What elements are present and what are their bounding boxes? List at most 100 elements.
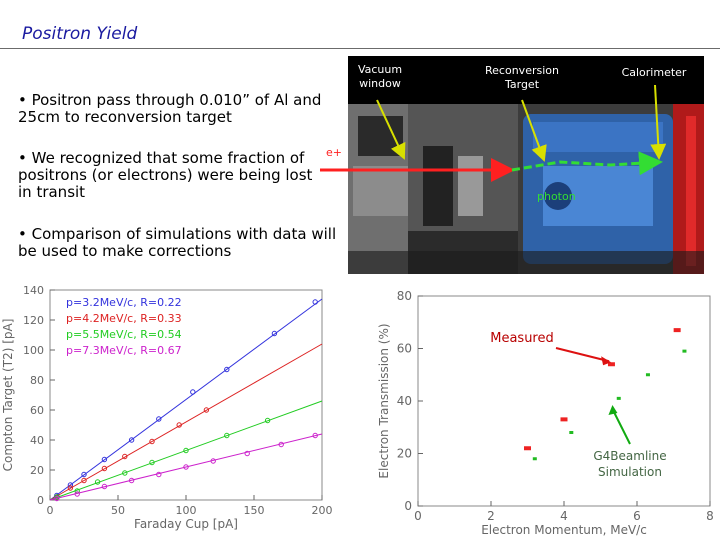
data-point [67,485,74,491]
annotation-measured: Measured [490,331,554,346]
x-axis-label: Electron Momentum, MeV/c [481,523,647,537]
data-point [54,495,60,502]
data-point [183,447,189,454]
fit-line [49,433,323,501]
y-axis-label: Compton Target (T2) [pA] [1,319,15,472]
legend-entry: p=7.3MeV/c, R=0.67 [66,344,182,357]
data-point [532,457,537,461]
title-divider [0,48,720,49]
x-tick-label: 50 [111,504,125,517]
data-point [81,471,87,478]
reconversion-target-label: Reconversion Target [485,64,559,91]
vacuum-window-label: Vacuum window [357,63,403,90]
y-tick-label: 0 [404,499,412,513]
y-tick-label: 60 [30,404,44,417]
bullet-positron-loss: • We recognized that some fraction of po… [18,149,313,201]
y-axis-label: Electron Transmission (%) [377,323,391,478]
y-tick-label: 40 [30,434,44,447]
calorimeter-arrow [650,84,667,160]
photon-label: photon [537,190,576,203]
data-point [122,470,128,476]
data-point [176,422,182,428]
x-tick-label: 4 [560,509,568,523]
y-tick-label: 120 [23,314,44,327]
data-point [271,330,278,337]
data-point [128,477,135,484]
data-point [67,482,74,488]
data-point [210,458,216,464]
bullet-simulation-comparison: • Comparison of simulations with data wi… [18,225,337,260]
vacuum-window-arrow [376,99,406,160]
data-point [278,441,284,448]
x-tick-label: 2 [487,509,495,523]
data-point [156,416,162,422]
annotation-measured-arrowhead [601,356,612,366]
setup-photo [348,56,704,274]
y-tick-label: 20 [30,464,44,477]
annotation-simulation: G4Beamline Simulation [593,449,666,479]
chart-compton-vs-faraday: 0 50 100 150 200 0 20 40 60 80 100 120 140 Faraday Cu… [1,284,333,531]
y-tick-label: 140 [23,284,44,297]
photon-arrow [511,151,663,176]
data-point [244,450,250,457]
data-point [312,299,318,305]
x-tick-label: 0 [47,504,54,517]
data-point [682,349,687,353]
annotation-measured-arrow [555,347,610,363]
x-tick-label: 8 [706,509,714,523]
annotation-simulation-arrow [612,410,631,445]
data-point [101,456,108,463]
data-point [645,373,650,377]
data-point [74,491,80,497]
legend-entry: p=3.2MeV/c, R=0.22 [66,296,182,309]
y-tick-label: 20 [397,447,412,461]
fit-line [49,343,323,501]
x-tick-label: 150 [244,504,265,517]
y-tick-label: 80 [397,289,412,303]
reconversion-target-arrow [521,99,547,162]
data-point [524,446,531,451]
plot-frame [417,295,711,507]
data-point [224,432,230,439]
legend-entry: p=5.5MeV/c, R=0.54 [66,328,182,341]
data-point [183,464,189,470]
data-point [149,438,155,445]
positron-label: e+ [326,146,342,159]
y-tick-label: 60 [397,342,412,356]
setup-illustration [348,56,704,274]
data-point [560,417,568,422]
data-point [616,396,621,400]
annotation-simulation-arrowhead [608,405,618,415]
legend-entry: p=4.2MeV/c, R=0.33 [66,312,182,325]
calorimeter-label: Calorimeter [621,66,687,79]
data-point [264,417,271,424]
slide-title: Positron Yield [22,24,138,44]
data-point [224,366,230,373]
bullet-positron-path: • Positron pass through 0.010” of Al and… [18,91,322,126]
data-point [569,431,574,434]
data-point [149,459,155,466]
data-point [81,477,87,484]
data-point [128,437,135,443]
x-tick-label: 200 [312,504,333,517]
data-point [607,362,615,367]
data-point [190,389,196,395]
x-tick-label: 100 [176,504,197,517]
data-point [673,328,681,333]
data-point [101,465,108,472]
data-point [101,483,108,490]
data-point [312,432,318,439]
data-point [94,479,101,485]
x-axis-label: Faraday Cup [pA] [134,517,238,531]
y-tick-label: 0 [37,494,44,507]
fit-line [49,400,323,501]
y-tick-label: 80 [30,374,44,387]
data-point [122,453,128,460]
data-point [203,407,210,413]
y-tick-label: 40 [397,394,412,408]
data-point [156,471,162,478]
y-tick-label: 100 [23,344,44,357]
x-tick-label: 0 [414,509,422,523]
